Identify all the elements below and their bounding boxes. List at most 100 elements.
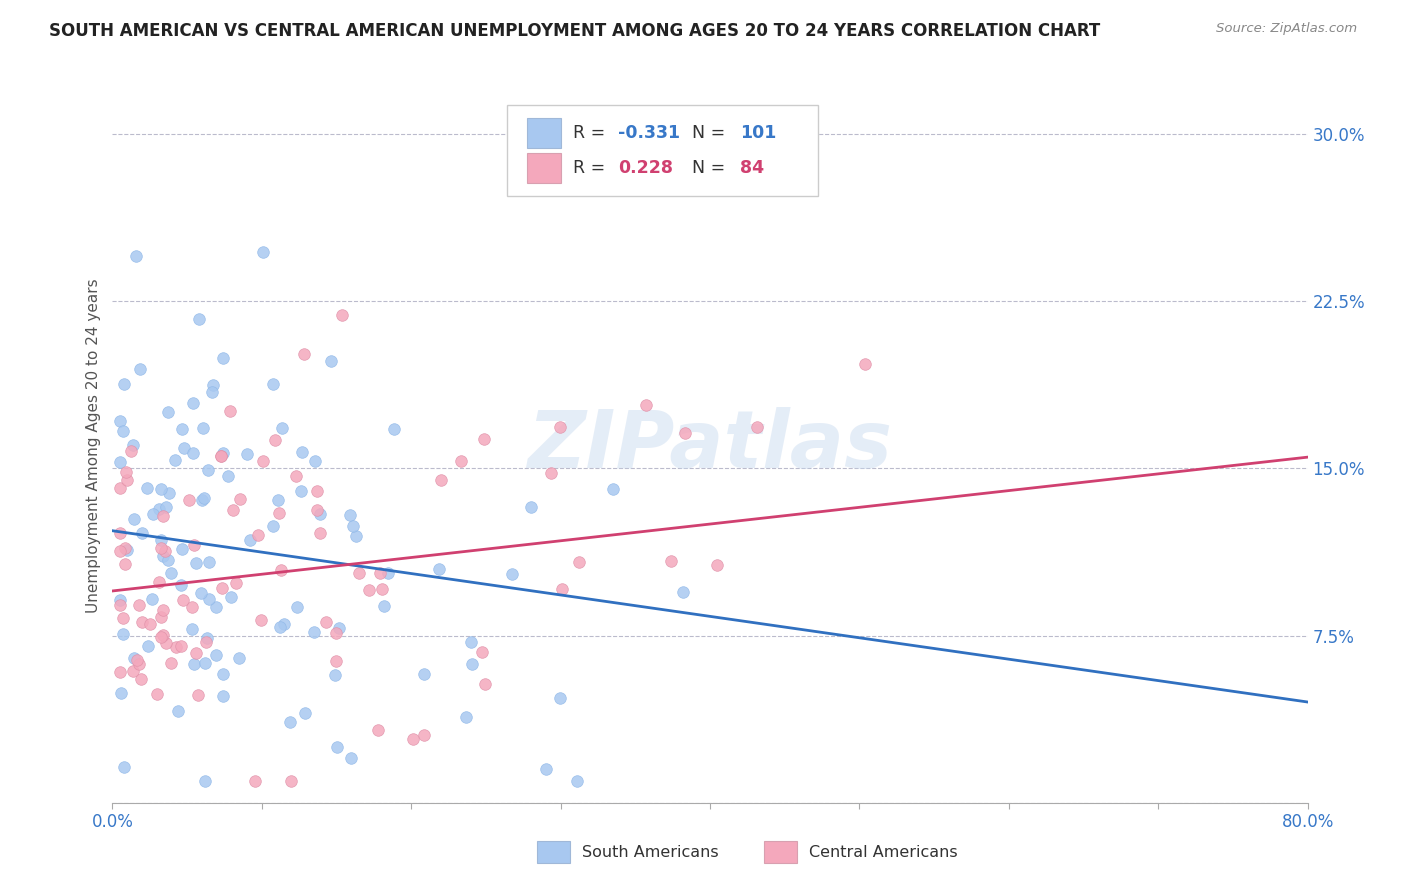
Point [304, 624, 326, 639]
Point [373, 599, 395, 613]
Point [519, 500, 541, 515]
Point [193, 491, 215, 505]
Point [166, 704, 188, 718]
Point [285, 600, 308, 615]
Point [427, 562, 450, 576]
Point [181, 395, 204, 409]
Point [202, 377, 225, 392]
Point [190, 586, 212, 600]
Point [128, 362, 150, 376]
Point [280, 773, 302, 788]
Point [152, 508, 174, 523]
Point [148, 502, 170, 516]
Point [197, 463, 219, 477]
Point [212, 689, 235, 703]
Point [115, 473, 138, 487]
Point [309, 525, 332, 540]
Point [122, 650, 145, 665]
Point [636, 398, 658, 412]
Point [153, 543, 176, 558]
Point [181, 622, 204, 636]
Point [271, 421, 294, 435]
Point [550, 419, 572, 434]
Point [135, 481, 157, 495]
Point [125, 249, 148, 263]
Point [129, 672, 152, 686]
Point [291, 445, 314, 459]
Point [853, 357, 876, 371]
Point [315, 615, 337, 629]
Point [155, 500, 177, 515]
Point [243, 773, 266, 788]
Point [339, 751, 361, 765]
Point [304, 454, 326, 468]
Text: SOUTH AMERICAN VS CENTRAL AMERICAN UNEMPLOYMENT AMONG AGES 20 TO 24 YEARS CORREL: SOUTH AMERICAN VS CENTRAL AMERICAN UNEMP… [49, 22, 1101, 40]
Point [460, 635, 482, 649]
Point [156, 405, 179, 419]
Point [159, 656, 181, 670]
Point [235, 447, 257, 461]
Point [194, 634, 217, 648]
Text: N =: N = [692, 125, 731, 143]
Point [131, 525, 153, 540]
Point [402, 731, 425, 746]
Point [252, 244, 274, 259]
Text: R =: R = [572, 159, 610, 177]
Text: Source: ZipAtlas.com: Source: ZipAtlas.com [1216, 22, 1357, 36]
Point [127, 653, 149, 667]
Point [181, 446, 204, 460]
Point [181, 600, 204, 615]
Y-axis label: Unemployment Among Ages 20 to 24 years: Unemployment Among Ages 20 to 24 years [86, 278, 101, 614]
Point [273, 617, 295, 632]
Point [323, 668, 346, 682]
Point [413, 728, 436, 742]
Point [112, 760, 135, 774]
Point [111, 627, 134, 641]
FancyBboxPatch shape [763, 840, 797, 863]
Text: South Americans: South Americans [582, 845, 718, 860]
Point [247, 528, 270, 542]
Point [114, 541, 136, 555]
Point [450, 454, 472, 468]
Point [121, 664, 143, 678]
Point [149, 630, 172, 644]
Point [194, 773, 217, 788]
Point [290, 483, 312, 498]
Point [112, 425, 135, 439]
Point [270, 563, 292, 577]
Point [225, 575, 247, 590]
Point [108, 455, 131, 469]
Point [169, 578, 191, 592]
Point [280, 715, 302, 730]
Point [205, 648, 228, 662]
Point [152, 549, 174, 563]
Point [382, 422, 405, 436]
Point [115, 465, 138, 479]
Point [198, 592, 221, 607]
Text: 0.228: 0.228 [619, 159, 673, 177]
Point [165, 453, 187, 467]
Point [170, 422, 193, 436]
Point [141, 507, 163, 521]
Text: N =: N = [692, 159, 731, 177]
Point [262, 377, 284, 392]
Point [128, 657, 150, 672]
Point [292, 347, 315, 361]
Point [183, 538, 205, 552]
Point [120, 444, 142, 458]
FancyBboxPatch shape [537, 840, 571, 863]
Point [160, 566, 183, 581]
Point [567, 773, 589, 788]
Point [551, 582, 574, 597]
Point [342, 518, 364, 533]
Point [294, 706, 316, 721]
Point [456, 710, 478, 724]
Point [252, 454, 274, 468]
Point [124, 511, 146, 525]
Point [150, 610, 173, 624]
Point [128, 599, 150, 613]
Point [339, 508, 361, 523]
Point [222, 503, 245, 517]
Point [325, 654, 347, 668]
Point [122, 438, 145, 452]
